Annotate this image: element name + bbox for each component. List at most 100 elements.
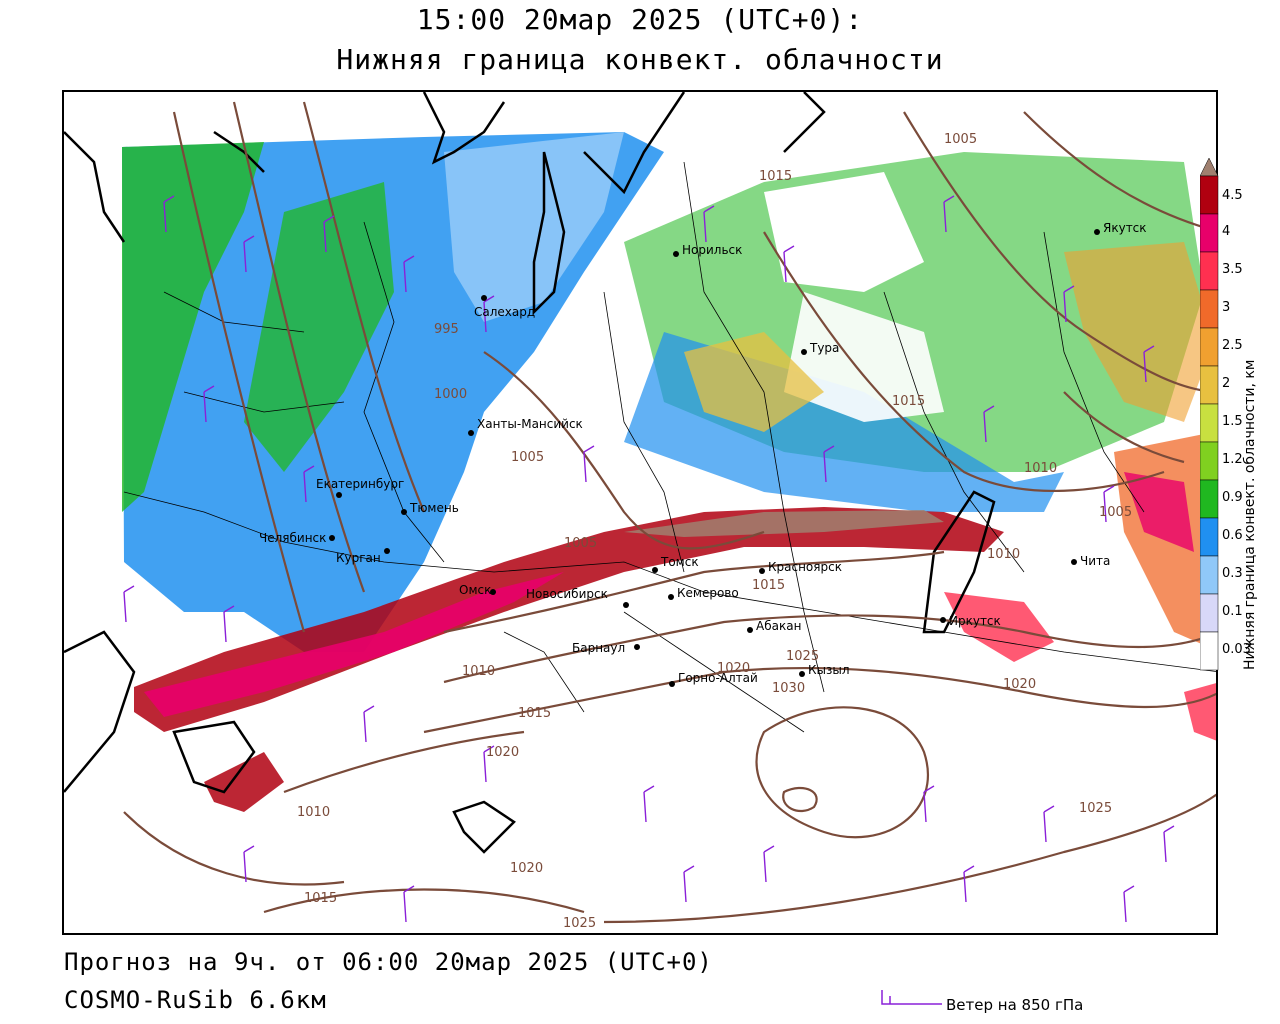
isobar-label: 1015 xyxy=(518,706,551,721)
svg-text:Норильск: Норильск xyxy=(682,243,742,257)
isobar-label: 1025 xyxy=(1079,801,1112,816)
svg-text:Салехард: Салехард xyxy=(474,305,535,319)
svg-text:Екатеринбург: Екатеринбург xyxy=(316,477,404,491)
colorbar-tick-label: 0.1 xyxy=(1222,604,1243,619)
colorbar-tick-label: 0.03 xyxy=(1222,642,1251,657)
svg-text:Курган: Курган xyxy=(336,551,381,565)
colorbar-segment xyxy=(1200,403,1219,443)
city-kemerovo: Кемерово xyxy=(668,586,739,600)
wind-legend-label: Ветер на 850 гПа xyxy=(946,996,1084,1014)
isobar-labels: 1005 1015 995 1000 1005 1015 1010 1005 1… xyxy=(297,132,1132,931)
city-chelyabinsk: Челябинск xyxy=(259,531,335,545)
city-barnaul: Барнаул xyxy=(572,641,640,655)
cloud-base-field xyxy=(122,132,1216,812)
svg-text:Иркутск: Иркутск xyxy=(949,614,1001,628)
isobar-label: 1015 xyxy=(759,169,792,184)
isobar-label: 1020 xyxy=(1003,677,1036,692)
svg-text:Челябинск: Челябинск xyxy=(259,531,326,545)
colorbar xyxy=(1200,158,1219,671)
isobar-label: 1000 xyxy=(434,387,467,402)
city-kyzyl: Кызыл xyxy=(799,663,850,677)
coastlines xyxy=(64,92,996,854)
colorbar-segment xyxy=(1200,593,1219,633)
isobar-label: 1005 xyxy=(564,536,597,551)
wind-barbs xyxy=(123,195,1175,923)
isobar-label: 1005 xyxy=(1099,505,1132,520)
svg-text:Тура: Тура xyxy=(809,341,839,355)
city-krasnoyarsk: Красноярск xyxy=(759,560,842,574)
svg-text:Горно-Алтай: Горно-Алтай xyxy=(678,671,758,685)
isobar-label: 1010 xyxy=(1024,461,1057,476)
city-kurgan: Курган xyxy=(336,548,390,565)
svg-text:Кызыл: Кызыл xyxy=(808,663,850,677)
colorbar-segment xyxy=(1200,158,1219,177)
city-khanty-mansiysk: Ханты-Мансийск xyxy=(468,417,583,436)
colorbar-tick-label: 4 xyxy=(1222,224,1231,239)
isobar-label: 1025 xyxy=(786,649,819,664)
weather-map: 1005 1015 995 1000 1005 1015 1010 1005 1… xyxy=(62,90,1218,935)
svg-text:Кемерово: Кемерово xyxy=(677,586,739,600)
colorbar-segment xyxy=(1200,631,1219,671)
city-yekaterinburg: Екатеринбург xyxy=(316,477,404,498)
colorbar-segment xyxy=(1200,479,1219,519)
map-subtitle: Нижняя граница конвект. облачности xyxy=(336,43,944,76)
city-chita: Чита xyxy=(1071,554,1110,568)
colorbar-tick-label: 0.9 xyxy=(1222,490,1243,505)
isobars xyxy=(123,101,1216,924)
isobar-label: 1010 xyxy=(987,547,1020,562)
svg-text:Омск: Омск xyxy=(459,583,491,597)
colorbar-segment xyxy=(1200,517,1219,557)
svg-text:Якутск: Якутск xyxy=(1103,221,1147,235)
colorbar-tick-label: 2 xyxy=(1222,376,1231,391)
isobar-label: 995 xyxy=(434,322,459,337)
city-salekhard: Салехард xyxy=(474,295,535,319)
isobar-label: 1025 xyxy=(563,916,596,931)
map-title: 15:00 20мар 2025 (UTC+0): xyxy=(416,3,864,36)
svg-text:Томск: Томск xyxy=(660,555,699,569)
colorbar-segment xyxy=(1200,175,1219,215)
colorbar-tick-label: 3.5 xyxy=(1222,262,1243,277)
city-abakan: Абакан xyxy=(747,619,801,633)
wind-barb-legend-icon xyxy=(881,990,942,1005)
svg-text:Красноярск: Красноярск xyxy=(768,560,842,574)
isobar-label: 1005 xyxy=(944,132,977,147)
svg-text:Барнаул: Барнаул xyxy=(572,641,625,655)
colorbar-tick-label: 2.5 xyxy=(1222,338,1243,353)
model-name: COSMO-RuSib 6.6км xyxy=(64,986,327,1014)
isobar-label: 1010 xyxy=(297,805,330,820)
forecast-info: Прогноз на 9ч. от 06:00 20мар 2025 (UTC+… xyxy=(64,948,713,976)
colorbar-segment xyxy=(1200,327,1219,367)
svg-text:Новосибирск: Новосибирск xyxy=(526,587,608,601)
city-omsk: Омск xyxy=(459,583,496,597)
colorbar-segment xyxy=(1200,555,1219,595)
cities: Норильск Якутск Салехард Тура Ханты-Манс… xyxy=(259,221,1147,687)
colorbar-tick-label: 3 xyxy=(1222,300,1231,315)
city-novosibirsk: Новосибирск xyxy=(526,587,629,608)
colorbar-segment xyxy=(1200,441,1219,481)
colorbar-tick-label: 0.6 xyxy=(1222,528,1243,543)
borders xyxy=(123,161,1216,733)
map-canvas: 1005 1015 995 1000 1005 1015 1010 1005 1… xyxy=(64,92,1216,931)
colorbar-tick-label: 1.2 xyxy=(1222,452,1243,467)
city-norilsk: Норильск xyxy=(673,243,742,257)
isobar-label: 1020 xyxy=(717,661,750,676)
isobar-label: 1020 xyxy=(486,745,519,760)
colorbar-segment xyxy=(1200,251,1219,291)
city-irkutsk: Иркутск xyxy=(940,614,1001,628)
isobar-label: 1005 xyxy=(511,450,544,465)
colorbar-tick-label: 4.5 xyxy=(1222,188,1243,203)
colorbar-tick-label: 1.5 xyxy=(1222,414,1243,429)
svg-text:Ханты-Мансийск: Ханты-Мансийск xyxy=(477,417,583,431)
isobar-label: 1030 xyxy=(772,681,805,696)
city-tomsk: Томск xyxy=(652,555,699,573)
colorbar-tick-label: 0.3 xyxy=(1222,566,1243,581)
city-yakutsk: Якутск xyxy=(1094,221,1147,235)
colorbar-segment xyxy=(1200,365,1219,405)
city-tyumen: Тюмень xyxy=(401,501,459,515)
city-tura: Тура xyxy=(801,341,839,355)
isobar-label: 1015 xyxy=(304,891,337,906)
colorbar-segment xyxy=(1200,289,1219,329)
city-gorno-altaysk: Горно-Алтай xyxy=(669,671,758,687)
isobar-label: 1010 xyxy=(462,664,495,679)
svg-text:Абакан: Абакан xyxy=(756,619,801,633)
